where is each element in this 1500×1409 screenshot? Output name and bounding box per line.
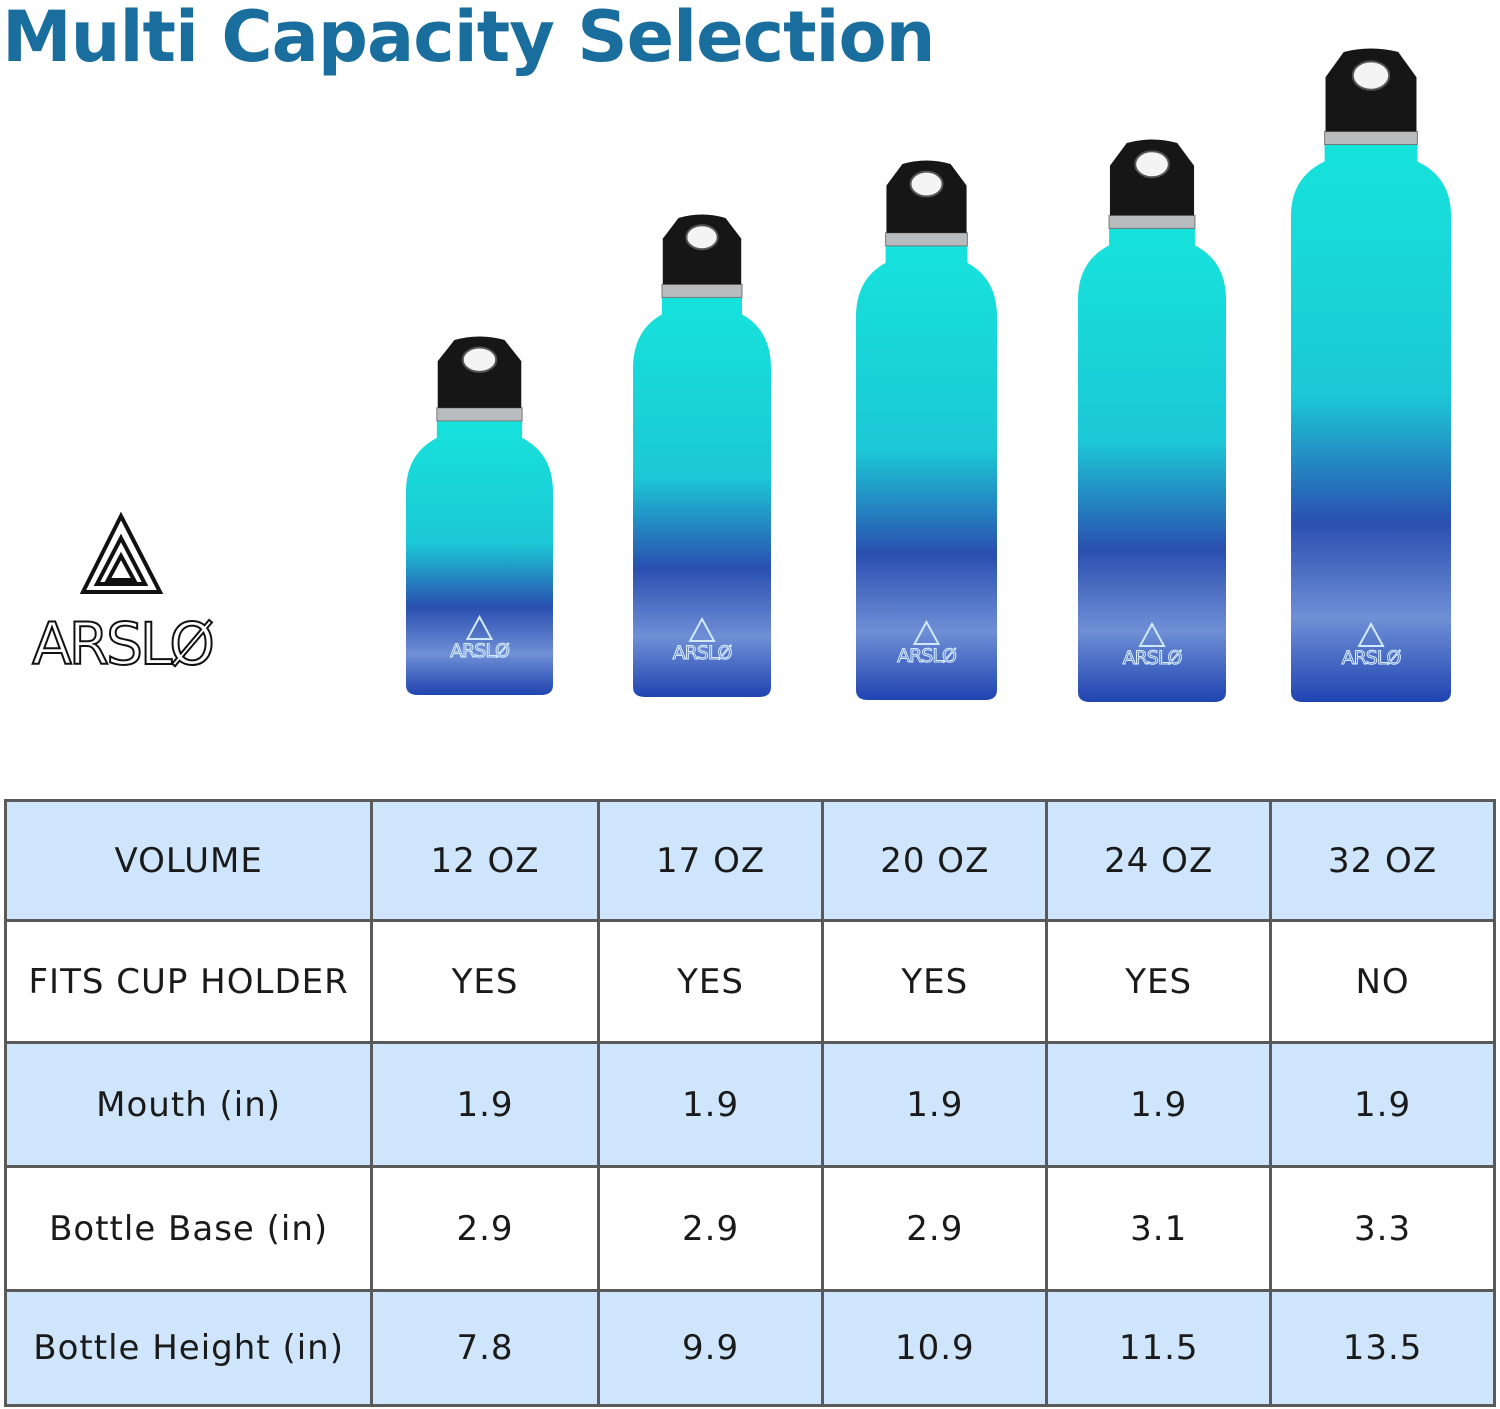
bottle-ring (436, 407, 523, 422)
bottle-logo-text: ARSLØ (897, 645, 956, 667)
table-cell: 2.9 (370, 1165, 600, 1292)
bottle-logo-mark (465, 614, 494, 640)
bottle-logo-text: ARSLØ (673, 642, 732, 664)
table-cell: 12 OZ (370, 799, 600, 922)
table-cell: 32 OZ (1269, 799, 1496, 922)
bottle-ring (1324, 130, 1418, 145)
table-cell: 9.9 (596, 1289, 825, 1407)
table-cell: 10.9 (821, 1289, 1049, 1407)
table-cell: 1.9 (1269, 1041, 1496, 1168)
table-cell: 7.8 (370, 1289, 600, 1407)
bottle-ring (1108, 214, 1196, 229)
bottle-logo-mark (688, 616, 716, 642)
table-row: Bottle Height (in) 7.8 9.9 10.9 11.5 13.5 (3, 1289, 1496, 1407)
bottle-ring (661, 283, 743, 298)
bottle-body (1078, 227, 1226, 702)
bottle: ARSLØ (1078, 139, 1226, 702)
row-header: Bottle Height (in) (3, 1289, 374, 1407)
table-cell: 11.5 (1045, 1289, 1273, 1407)
bottle-logo-mark (1138, 621, 1166, 647)
table-cell: 3.3 (1269, 1165, 1496, 1292)
bottle-body (856, 244, 997, 700)
brand-logo: ARSLØ (31, 511, 216, 679)
title: Multi Capacity Selection (2, 0, 935, 78)
table-cell: 13.5 (1269, 1289, 1496, 1407)
table-cell: 1.9 (370, 1041, 600, 1168)
cap-loop (1351, 60, 1391, 91)
table-cell: 2.9 (821, 1165, 1049, 1292)
bottle-logo-text: ARSLØ (1342, 647, 1401, 669)
table-cell: 17 OZ (596, 799, 825, 922)
cap-loop (1134, 150, 1170, 179)
logo-triangle (79, 511, 164, 594)
table-cell: 3.1 (1045, 1165, 1273, 1292)
cap-loop (909, 170, 944, 198)
product-art: ARSLØ ARSLØ ARSLØ ARSLØ ARSLØ ARSLØ (31, 48, 1451, 703)
bottle-logo-text: ARSLØ (450, 640, 509, 662)
table-row: Mouth (in) 1.9 1.9 1.9 1.9 1.9 (3, 1041, 1496, 1168)
bottle-body (633, 296, 771, 697)
bottle-body (1291, 143, 1451, 703)
row-header: Mouth (in) (3, 1041, 374, 1168)
spec-table: VOLUME 12 OZ 17 OZ 20 OZ 24 OZ 32 OZ FITS CUP … (3, 799, 1496, 1407)
bottle-body (406, 419, 553, 695)
table-cell: YES (1045, 919, 1273, 1044)
table-cell: 2.9 (596, 1165, 825, 1292)
row-header: Bottle Base (in) (3, 1165, 374, 1292)
table-row: VOLUME 12 OZ 17 OZ 20 OZ 24 OZ 32 OZ (3, 799, 1496, 922)
bottle-logo-text: ARSLØ (1123, 647, 1182, 669)
bottle: ARSLØ (856, 160, 997, 700)
row-header: FITS CUP HOLDER (3, 919, 374, 1044)
table-cell: 1.9 (821, 1041, 1049, 1168)
cap-loop (461, 346, 498, 373)
logo-text: ARSLØ (32, 610, 212, 678)
cap-loop (685, 224, 719, 251)
bottle: ARSLØ (406, 336, 553, 695)
table-cell: NO (1269, 919, 1496, 1044)
bottle-logo-mark (1357, 621, 1385, 647)
table-cell: 20 OZ (821, 799, 1049, 922)
table-cell: 1.9 (1045, 1041, 1273, 1168)
table-row: Bottle Base (in) 2.9 2.9 2.9 3.1 3.3 (3, 1165, 1496, 1292)
bottle-logo-mark (912, 619, 941, 645)
row-header: VOLUME (3, 799, 374, 922)
table-row: FITS CUP HOLDER YES YES YES YES NO (3, 919, 1496, 1044)
bottle-ring (885, 232, 968, 247)
table-cell: YES (596, 919, 825, 1044)
bottle: ARSLØ (1291, 48, 1451, 703)
table-cell: YES (821, 919, 1049, 1044)
table-cell: YES (370, 919, 600, 1044)
table-cell: 1.9 (596, 1041, 825, 1168)
table-cell: 24 OZ (1045, 799, 1273, 922)
bottle: ARSLØ (633, 214, 771, 697)
